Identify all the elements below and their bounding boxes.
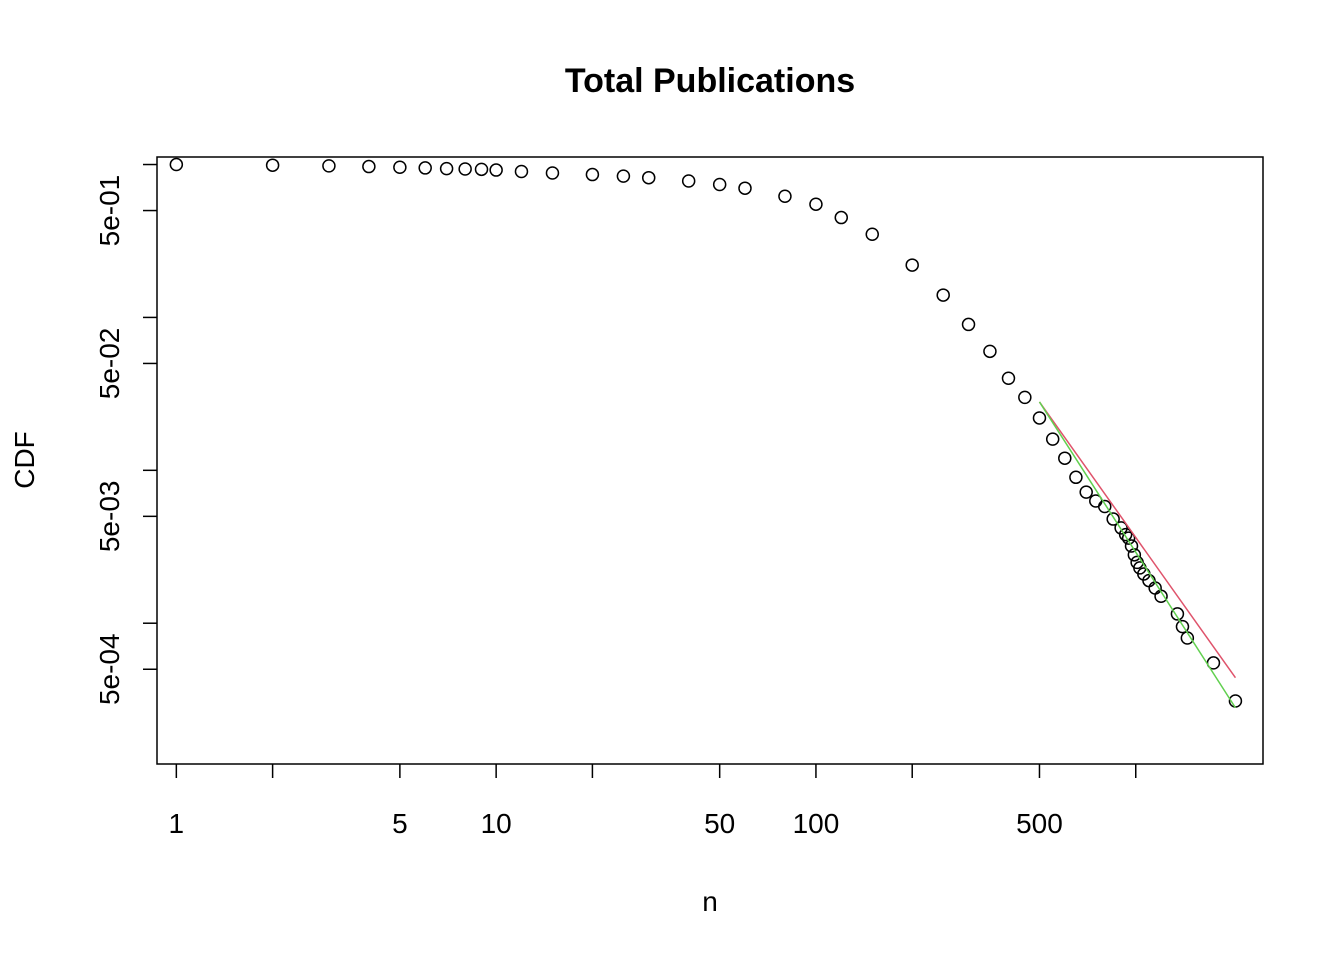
data-point: [1106, 512, 1120, 526]
y-axis-label: CDF: [9, 431, 40, 489]
data-point: [1069, 470, 1083, 485]
fit-line: [1038, 401, 1237, 709]
x-axis-label: n: [702, 886, 718, 917]
data-point: [1079, 485, 1093, 499]
data-point: [1121, 531, 1136, 545]
data-point: [1154, 589, 1168, 604]
data-point: [1058, 451, 1072, 465]
data-point: [616, 169, 631, 183]
data-point: [1170, 607, 1185, 621]
plot-frame: [156, 156, 1264, 765]
data-point: [1124, 539, 1139, 553]
data-point: [1118, 527, 1133, 542]
data-point: [1032, 411, 1047, 425]
data-point: [362, 159, 376, 174]
data-point: [905, 258, 919, 272]
data-point: [458, 162, 472, 176]
data-point: [585, 167, 600, 182]
data-point: [738, 181, 752, 195]
data-point: [983, 344, 997, 359]
y-axis: 5e-01 5e-02 5e-03 5e-04: [94, 163, 157, 705]
fit-line: [1038, 401, 1237, 679]
data-point: [489, 163, 503, 177]
x-tick-label: 50: [704, 808, 735, 839]
y-tick-label: 5e-02: [94, 328, 125, 400]
data-point: [265, 158, 280, 172]
data-point: [865, 227, 880, 241]
data-point: [1001, 371, 1016, 386]
data-point: [514, 164, 529, 179]
fitted-lines: [1038, 401, 1237, 709]
data-point: [545, 166, 560, 180]
data-point: [809, 197, 823, 211]
x-tick-label: 100: [793, 808, 840, 839]
data-points: [169, 157, 1243, 708]
y-tick-label: 5e-04: [94, 633, 125, 705]
data-point: [681, 174, 696, 188]
data-point: [1097, 499, 1112, 514]
chart-title: Total Publications: [565, 62, 855, 100]
data-point: [712, 177, 727, 192]
data-point: [641, 170, 656, 185]
data-point: [439, 161, 454, 176]
data-point: [1018, 390, 1032, 405]
data-point: [1175, 619, 1190, 634]
x-tick-label: 500: [1016, 808, 1063, 839]
data-point: [936, 288, 950, 302]
data-point: [474, 162, 489, 177]
y-tick-label: 5e-01: [94, 175, 125, 247]
x-tick-label: 5: [392, 808, 408, 839]
x-tick-label: 1: [169, 808, 185, 839]
data-point: [322, 159, 336, 173]
data-point: [1114, 521, 1128, 535]
x-tick-label: 10: [481, 808, 512, 839]
y-tick-label: 5e-03: [94, 481, 125, 553]
data-point: [961, 317, 976, 332]
data-point: [169, 157, 184, 172]
data-point: [1045, 432, 1060, 446]
data-point: [418, 161, 432, 175]
x-axis: 1 5 10 50 100 500: [169, 764, 1137, 839]
data-point: [393, 160, 407, 174]
data-point: [778, 189, 792, 204]
data-point: [834, 210, 849, 225]
